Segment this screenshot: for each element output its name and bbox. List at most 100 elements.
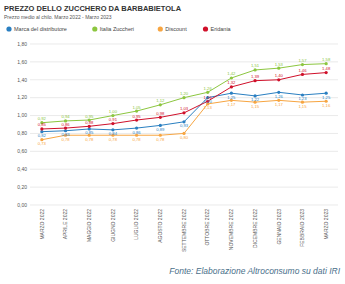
point [182,96,185,99]
data-label: 1,40 [275,73,284,78]
data-label: 0,88 [85,120,94,125]
x-tick-label: MAGGIO 2022 [86,209,92,242]
y-tick-label: 1,40 [17,77,27,83]
data-label: 0,78 [156,137,165,142]
data-label: 1,05 [133,105,142,110]
x-tick-label: DICEMBRE 2022 [252,209,258,248]
data-label: 0,82 [38,133,47,138]
data-label: 1,32 [227,80,236,85]
point [230,85,233,88]
data-label: 1,12 [156,98,165,103]
legend-swatch [6,26,11,31]
y-tick-label: 1,00 [17,112,27,118]
series-line [42,73,326,129]
plot-area [40,62,328,141]
data-label: 1,42 [227,71,236,76]
data-label: 1,58 [322,57,331,62]
grid-line [30,61,338,62]
data-label: 1,26 [204,86,213,91]
point [230,76,233,79]
subtitle: Prezzo medio al chilo. Marzo 2022 - Marz… [4,14,112,20]
point [159,116,162,119]
point [135,118,138,121]
y-tick-label: 1,20 [17,94,27,100]
legend-label: Marca del distributore [14,26,67,32]
data-label: 0,80 [180,135,189,140]
legend-label: Discount [165,26,187,32]
data-label: 1,48 [322,66,331,71]
data-label: 1,20 [204,99,213,104]
y-tick-label: 0,80 [17,130,27,136]
x-tick-label: MARZO 2023 [323,209,329,240]
data-label: 1,13 [204,105,213,110]
y-tick-label: 0,60 [17,148,27,154]
source: Fonte: Elaborazione Altroconsumo su dati… [169,266,340,276]
x-tick-label: GIUGNO 2022 [110,209,116,242]
x-tick-label: FEBBRAIO 2023 [299,209,305,247]
data-label: 1,23 [298,96,307,101]
data-label: 0,95 [133,114,142,119]
data-label: 0,84 [109,131,118,136]
data-label: 1,53 [275,62,284,67]
grid-line [30,187,338,188]
point [325,62,328,65]
x-tick-label: OTTOBRE 2022 [204,209,210,246]
legend-swatch [92,26,97,31]
data-label: 0,95 [85,114,94,119]
series-line [42,92,326,131]
point [301,73,304,76]
data-label: 0,98 [156,111,165,116]
data-label: 0,85 [85,130,94,135]
title: PREZZO DELLO ZUCCHERO DA BARBABIETOLA [4,4,182,13]
point [277,78,280,81]
data-label: 0,89 [156,127,165,132]
data-label: 0,91 [109,117,118,122]
y-tick-label: 0,20 [17,184,27,190]
data-label: 0,78 [133,137,142,142]
data-label: 1,26 [275,94,284,99]
x-tick-label: MARZO 2022 [39,209,45,240]
series-line [42,100,326,139]
data-label: 1,57 [298,58,307,63]
legend-label: Eridania [211,26,232,32]
data-label: 1,16 [204,95,213,100]
legend-swatch [158,26,163,31]
grid-line [30,44,338,45]
data-label: 0,92 [38,116,47,121]
data-label: 1,39 [251,74,260,79]
point [277,67,280,70]
x-tick-label: SETTEMBRE 2022 [181,209,187,252]
data-label: 0,94 [61,114,70,119]
x-tick-label: AGOSTO 2022 [157,209,163,243]
point [111,122,114,125]
data-label: 1,15 [251,104,260,109]
point [253,68,256,71]
grid-line [30,169,338,170]
data-label: 1,51 [251,63,260,68]
data-label: 1,00 [109,109,118,114]
point [253,79,256,82]
series-line [42,64,326,123]
x-tick-label: NOVEMBRE 2022 [228,209,234,250]
point [206,91,209,94]
y-tick-label: 0,00 [17,202,27,208]
data-label: 0,78 [109,137,118,142]
legend-label: Italia Zuccheri [100,26,134,32]
data-label: 1,17 [227,102,236,107]
grid-line [30,79,338,80]
y-tick-label: 0,40 [17,166,27,172]
data-label: 0,93 [180,123,189,128]
point [301,63,304,66]
data-label: 1,22 [251,97,260,102]
data-label: 1,03 [180,106,189,111]
data-label: 1,16 [322,103,331,108]
y-tick-label: 1,80 [17,41,27,47]
data-label: 1,46 [298,68,307,73]
data-label: 1,25 [227,95,236,100]
data-label: 0,78 [85,137,94,142]
x-tick-label: GENNAIO 2023 [276,209,282,245]
point [159,103,162,106]
data-label: 0,86 [61,122,70,127]
data-label: 0,86 [133,130,142,135]
grid-line [30,115,338,116]
